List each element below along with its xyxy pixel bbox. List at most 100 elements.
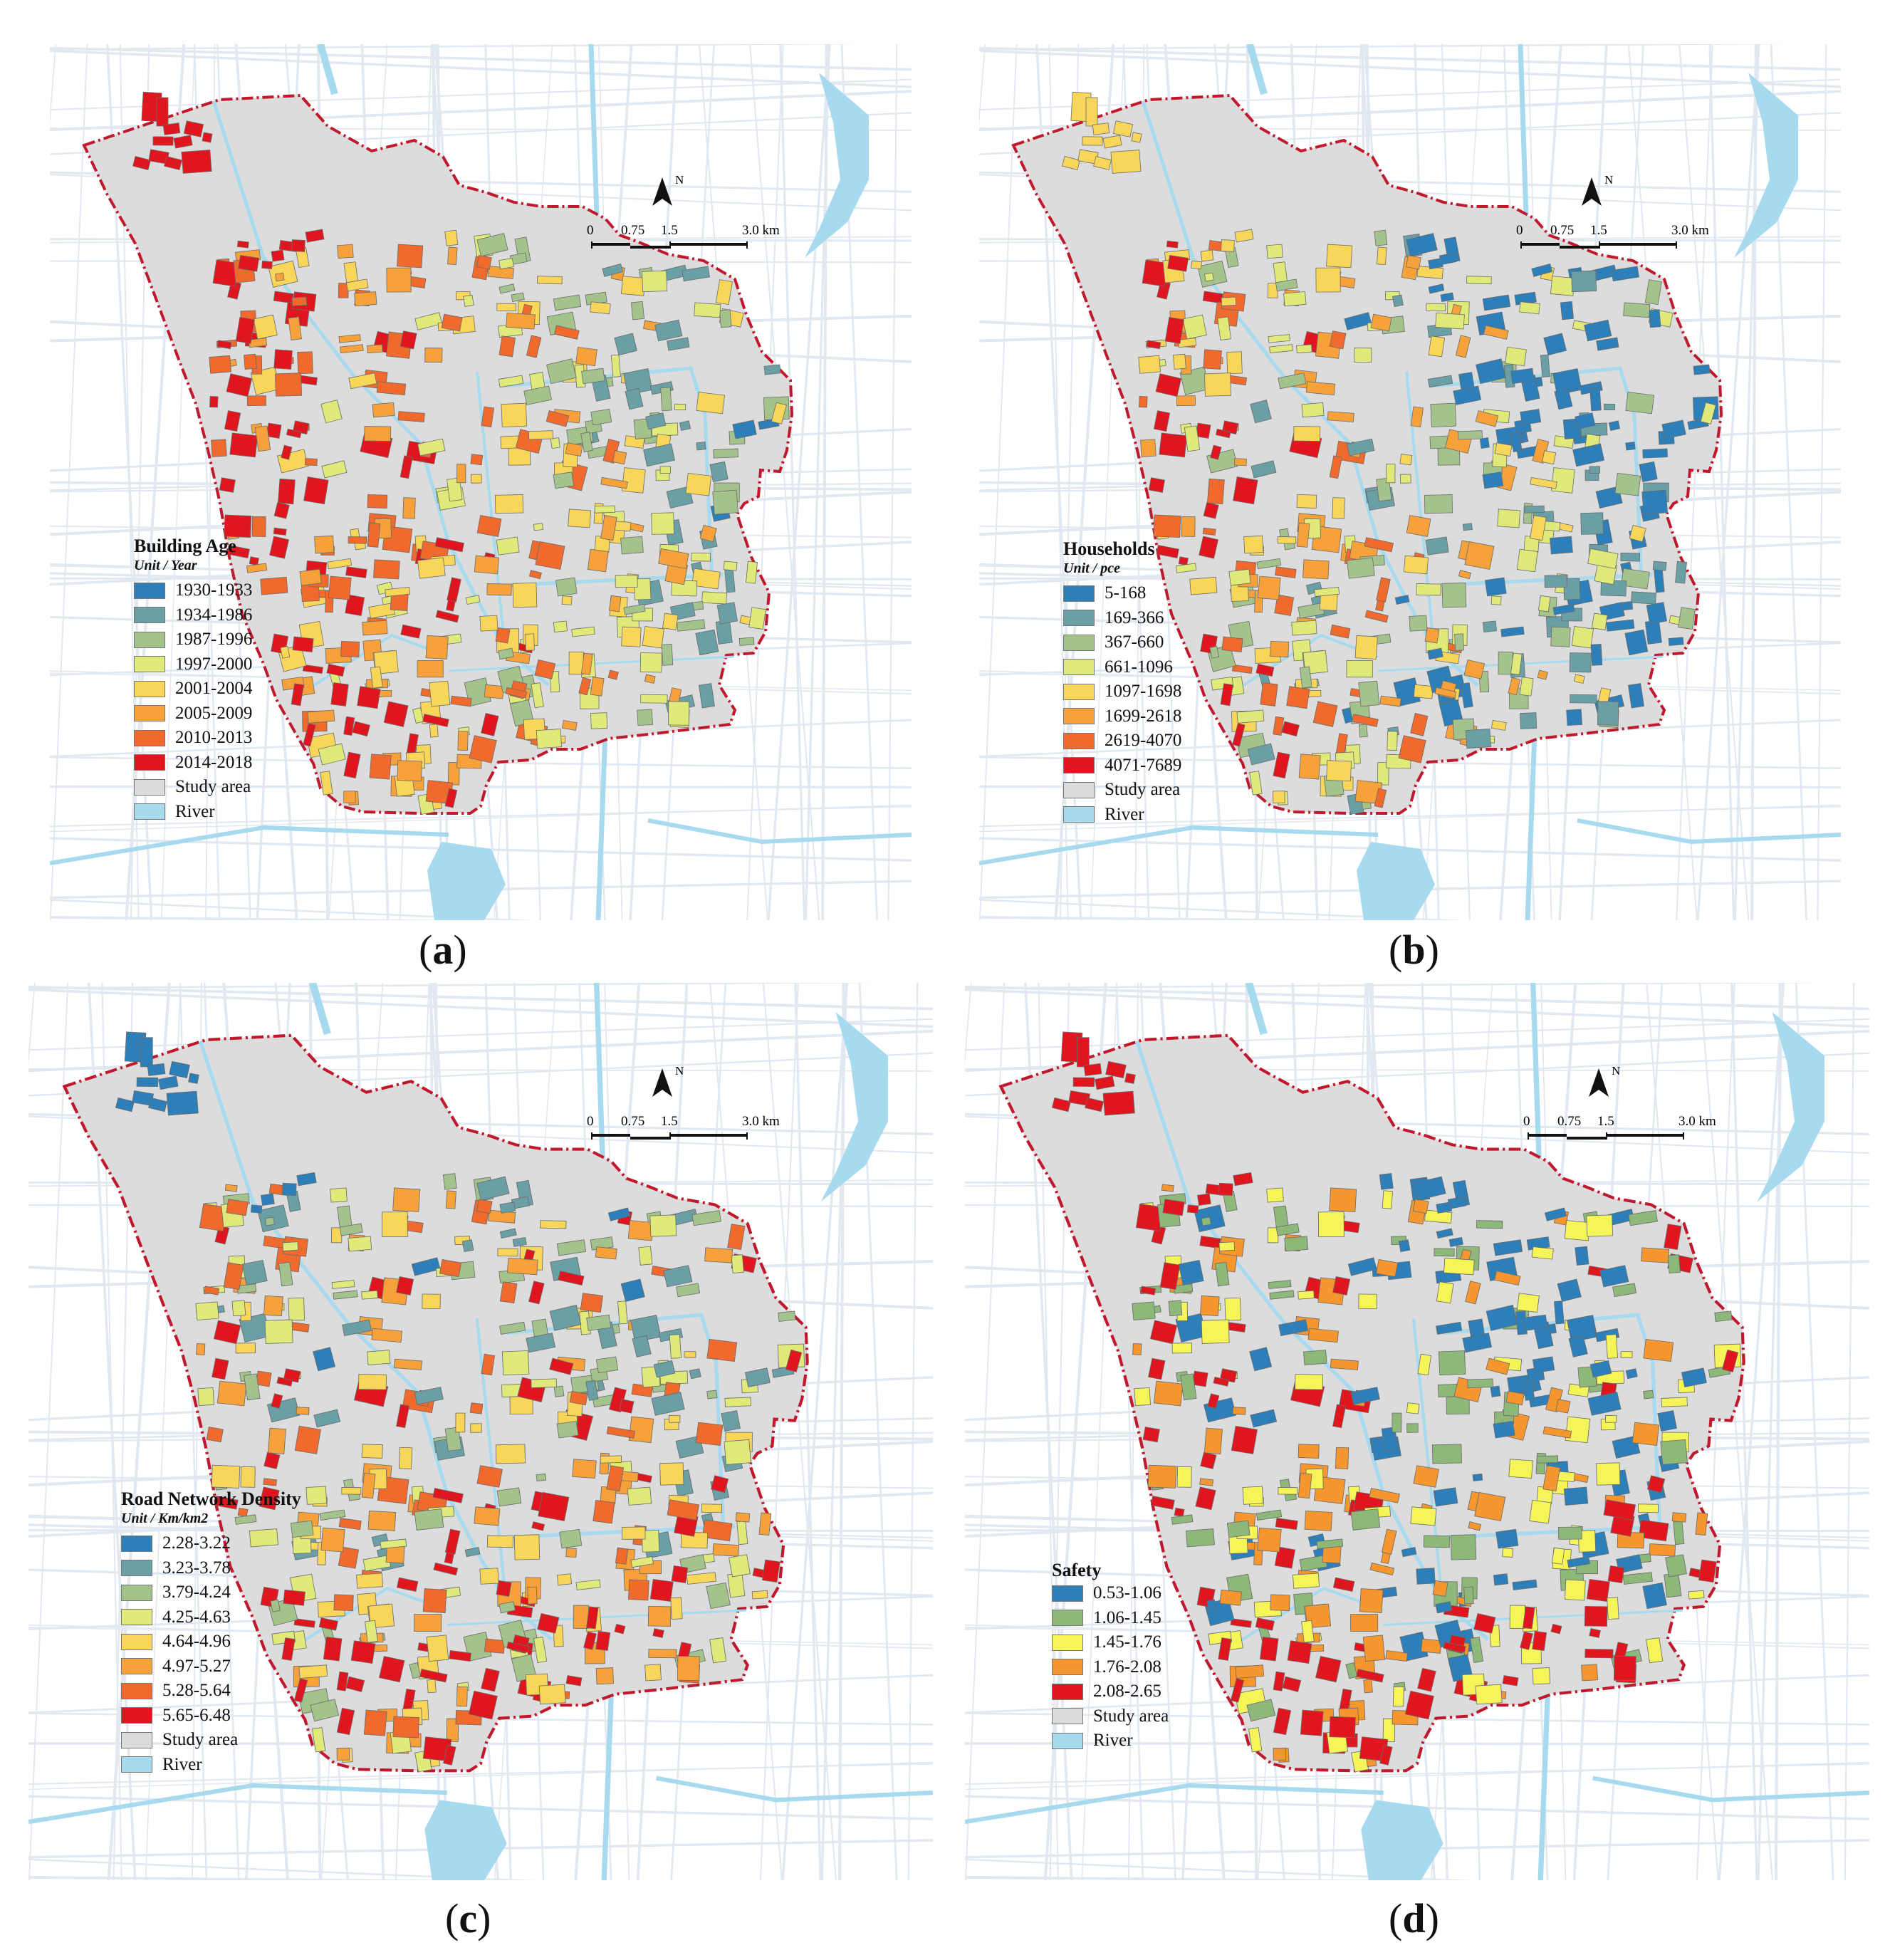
legend-swatch [134,754,165,771]
scale-tick-label: 3.0 km [1671,223,1709,238]
map-canvas [50,44,912,920]
legend-label: 2005-2009 [175,703,253,723]
legend-label: 4.64-4.96 [162,1632,231,1652]
legend-swatch [134,705,165,722]
caption-letter: d [1402,1895,1426,1941]
scale-tick-label: 3.0 km [1678,1114,1716,1129]
legend-item: 4.97-5.27 [121,1654,301,1679]
legend-label: 661-1096 [1105,657,1173,677]
legend-b: Households Unit / pce 5-168 169-366 367-66… [1063,538,1181,827]
legend-item: 5-168 [1063,581,1181,606]
panel-d: N 0 0.75 1.5 3.0 km Safety 0.53-1.06 1.06-1.4… [965,983,1869,1880]
scale-tick-label: 0 [1523,1114,1530,1129]
scale-bar: N 0 0.75 1.5 3.0 km [587,1064,805,1145]
legend-label: River [175,801,215,821]
legend-items: 0.53-1.06 1.06-1.45 1.45-1.76 1.76-2.08 2.08… [1052,1581,1169,1753]
scale-tick-label: 1.5 [1597,1114,1614,1129]
legend-item: River [1052,1729,1169,1753]
legend-title: Road Network Density [121,1489,301,1509]
legend-label: Study area [1105,780,1181,800]
legend-swatch [121,1609,152,1626]
legend-swatch [134,729,165,746]
legend-label: 5.28-5.64 [162,1681,231,1701]
legend-item: Study area [121,1728,301,1753]
legend-c: Road Network Density Unit / Km/km2 2.28-… [121,1489,301,1777]
legend-swatch [1063,634,1095,651]
legend-swatch [121,1535,152,1552]
legend-item: 3.79-4.24 [121,1580,301,1605]
north-arrow-icon [1582,177,1602,206]
legend-unit: Unit / Km/km2 [121,1511,209,1526]
legend-swatch [1052,1634,1083,1651]
legend-swatch [1052,1732,1083,1749]
legend-item: 2.28-3.22 [121,1531,301,1556]
legend-items: 2.28-3.22 3.23-3.78 3.79-4.24 4.25-4.63 4.64… [121,1531,301,1777]
legend-d: Safety 0.53-1.06 1.06-1.45 1.45-1.76 1.76-2… [1052,1560,1169,1753]
legend-label: 1987-1996 [175,630,253,650]
scale-tick-label: 0 [587,223,594,238]
legend-item: 2619-4070 [1063,729,1181,754]
legend-label: 1934-1986 [175,605,253,625]
legend-item: 1.45-1.76 [1052,1630,1169,1655]
legend-swatch [1063,708,1095,725]
map-canvas [28,983,933,1880]
legend-label: 2014-2018 [175,752,253,772]
legend-label: 3.23-3.78 [162,1558,231,1578]
caption-c: (c) [445,1895,491,1941]
north-arrow-icon [652,1068,672,1097]
scale-tick-label: 0.75 [621,223,645,238]
legend-label: 1699-2618 [1105,706,1182,726]
scale-bar: N 0 0.75 1.5 3.0 km [587,173,805,254]
legend-item: Study area [134,775,252,800]
legend-title: Building Age [134,536,236,556]
legend-item: 169-366 [1063,606,1181,631]
legend-swatch [1063,806,1095,823]
legend-label: 1097-1698 [1105,682,1182,702]
scale-tick-label: 0 [587,1114,594,1129]
legend-title: Safety [1052,1560,1102,1580]
legend-label: 4.25-4.63 [162,1607,231,1627]
legend-swatch [121,1707,152,1724]
panel-b: N 0 0.75 1.5 3.0 km Households Unit / pce 5-… [979,44,1841,920]
legend-item: Study area [1052,1704,1169,1729]
caption-letter: c [459,1895,478,1941]
legend-label: 2.28-3.22 [162,1533,231,1553]
legend-swatch [1052,1708,1083,1725]
legend-label: 4.97-5.27 [162,1656,231,1676]
legend-label: River [1093,1731,1133,1751]
legend-swatch [121,1731,152,1748]
legend-title: Households [1063,538,1155,559]
legend-swatch [121,1756,152,1773]
legend-item: River [1063,803,1181,828]
legend-item: 1.06-1.45 [1052,1606,1169,1631]
legend-label: River [162,1754,202,1774]
legend-label: 169-366 [1105,608,1164,627]
map-canvas [979,44,1841,920]
legend-item: 661-1096 [1063,655,1181,680]
legend-swatch [134,582,165,599]
panel-c: N 0 0.75 1.5 3.0 km Road Network Density Uni… [28,983,933,1880]
legend-swatch [1063,781,1095,798]
scale-tick-label: 0.75 [1557,1114,1582,1129]
legend-item: Study area [1063,778,1181,803]
legend-label: 1.76-2.08 [1093,1657,1161,1677]
north-label: N [1604,173,1614,187]
caption-d: (d) [1389,1895,1439,1941]
scale-tick-label: 0 [1516,223,1523,238]
legend-swatch [1063,659,1095,676]
legend-label: 2.08-2.65 [1093,1682,1161,1701]
caption-letter: b [1402,927,1426,973]
legend-swatch [134,680,165,697]
legend-swatch [1052,1585,1083,1602]
legend-unit: Unit / pce [1063,561,1120,576]
legend-items: 5-168 169-366 367-660 661-1096 1097-1698 1699… [1063,581,1181,827]
legend-swatch [1052,1610,1083,1627]
legend-item: River [134,800,252,825]
legend-swatch [1063,610,1095,627]
legend-label: 0.53-1.06 [1093,1583,1161,1603]
legend-label: 4071-7689 [1105,755,1182,775]
north-label: N [1612,1064,1621,1078]
legend-label: 5-168 [1105,583,1147,603]
legend-label: River [1105,804,1144,824]
legend-unit: Unit / Year [134,558,197,573]
